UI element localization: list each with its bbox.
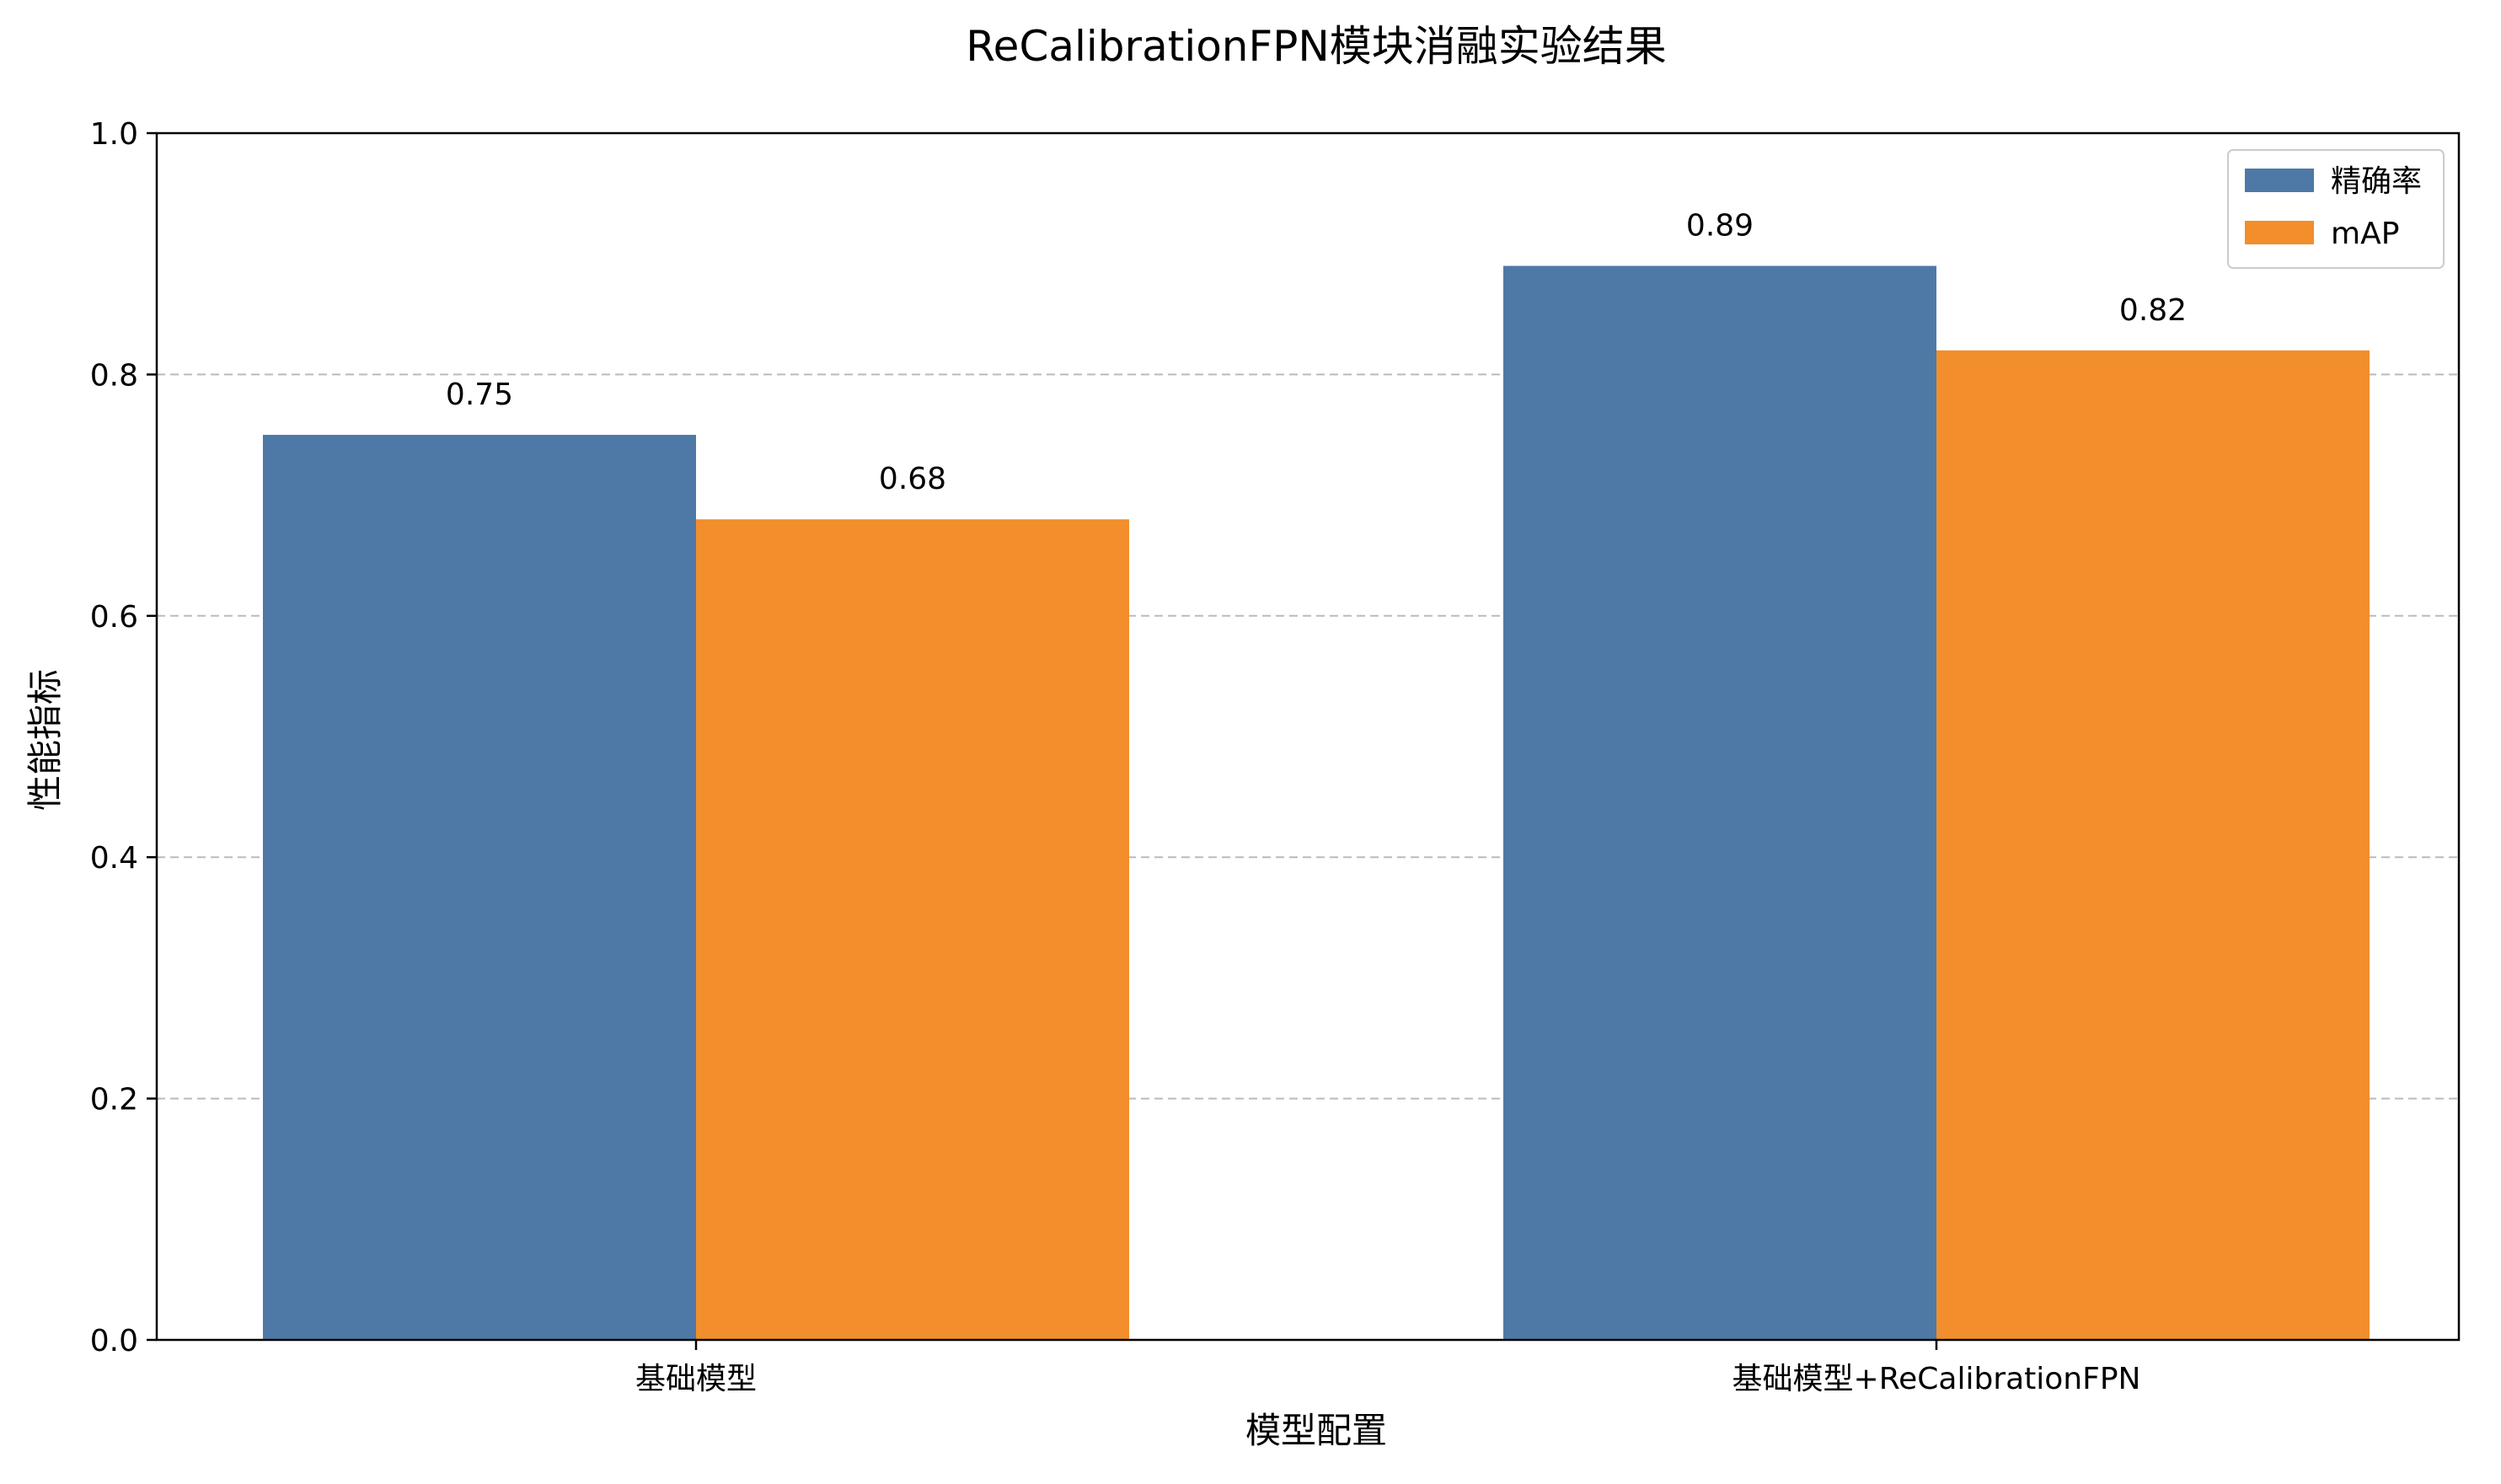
legend-label: 精确率 [2331,164,2422,199]
bar-map-1 [1936,350,2370,1340]
legend: 精确率 mAP [2227,149,2445,269]
x-tick-label: 基础模型 [635,1362,757,1396]
legend-swatch [2245,221,2314,244]
y-axis-label: 性能指标 [24,669,66,811]
chart-title: ReCalibrationFPN模块消融实验结果 [966,22,1667,71]
data-label: 0.89 [1686,209,1754,244]
bars [263,265,2370,1340]
axes: 0.0 0.2 0.4 0.6 0.8 1.0 基础模型 基础模型+ReCalibration… [90,117,2461,1396]
y-tick-label: 0.0 [90,1324,138,1358]
x-tick-label: 基础模型+ReCalibrationFPN [1732,1362,2141,1396]
plot-frame [155,131,2461,1342]
legend-label: mAP [2331,217,2399,251]
bar-precision-1 [1503,265,1936,1340]
data-label: 0.68 [879,462,946,496]
data-label: 0.75 [446,378,513,412]
x-axis-label: 模型配置 [1245,1410,1387,1451]
y-tick-label: 0.8 [90,358,138,393]
bar-precision-0 [263,435,696,1340]
bar-map-0 [696,519,1129,1340]
y-tick-label: 1.0 [90,117,138,152]
y-tick-label: 0.4 [90,841,138,876]
y-tick-label: 0.6 [90,600,138,635]
legend-swatch [2245,169,2314,192]
y-tick-label: 0.2 [90,1083,138,1117]
data-labels: 0.75 0.89 0.68 0.82 [446,209,2187,497]
data-label: 0.82 [2119,293,2187,328]
